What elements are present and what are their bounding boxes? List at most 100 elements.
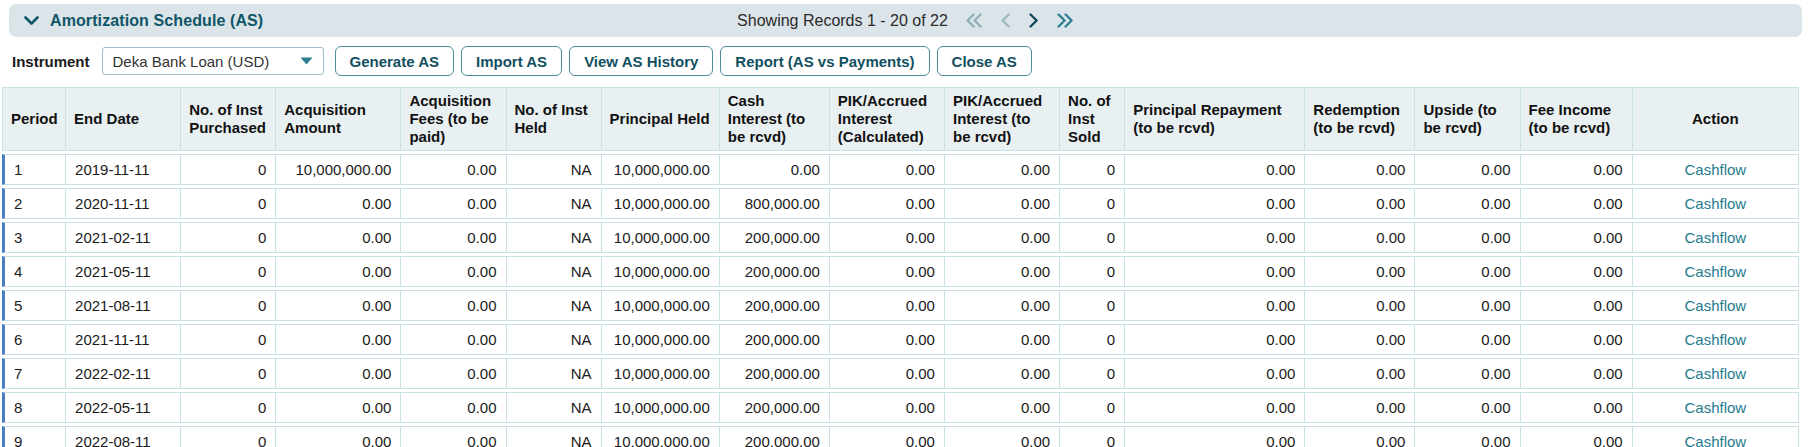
table-row: 62021-11-1100.000.00NA10,000,000.00200,0… bbox=[2, 324, 1799, 355]
cell-acquisition-fees: 0.00 bbox=[401, 426, 506, 447]
cell-cash-interest: 800,000.00 bbox=[720, 188, 830, 219]
cell-acquisition-amount: 0.00 bbox=[276, 358, 401, 389]
instrument-selected-value: Deka Bank Loan (USD) bbox=[113, 53, 270, 70]
cell-no-of-inst-purchased: 0 bbox=[181, 324, 276, 355]
cell-upside: 0.00 bbox=[1415, 324, 1520, 355]
cell-pik-accrued-interest-calculated: 0.00 bbox=[830, 426, 945, 447]
previous-page-icon[interactable] bbox=[1001, 13, 1011, 28]
first-page-icon[interactable] bbox=[966, 13, 983, 28]
cell-no-of-inst-purchased: 0 bbox=[181, 256, 276, 287]
cell-principal-repayment: 0.00 bbox=[1125, 358, 1305, 389]
cell-no-of-inst-sold: 0 bbox=[1060, 324, 1125, 355]
cashflow-link[interactable]: Cashflow bbox=[1684, 331, 1746, 348]
cell-no-of-inst-held: NA bbox=[507, 358, 602, 389]
cell-principal-held: 10,000,000.00 bbox=[602, 290, 720, 321]
cell-acquisition-amount: 10,000,000.00 bbox=[276, 154, 401, 185]
view-as-history-button[interactable]: View AS History bbox=[569, 46, 713, 76]
cell-no-of-inst-sold: 0 bbox=[1060, 154, 1125, 185]
cell-cash-interest: 200,000.00 bbox=[720, 324, 830, 355]
column-header-cash-interest: Cash Interest (to be rcvd) bbox=[720, 87, 830, 151]
cell-no-of-inst-held: NA bbox=[507, 222, 602, 253]
cashflow-link[interactable]: Cashflow bbox=[1684, 433, 1746, 447]
cell-end-date: 2022-05-11 bbox=[66, 392, 181, 423]
cell-no-of-inst-held: NA bbox=[507, 188, 602, 219]
amortization-panel: Amortization Schedule (AS) Showing Recor… bbox=[0, 4, 1811, 447]
cell-no-of-inst-held: NA bbox=[507, 290, 602, 321]
cell-fee-income: 0.00 bbox=[1521, 256, 1633, 287]
cell-pik-accrued-interest-rcvd: 0.00 bbox=[945, 188, 1060, 219]
column-header-no-of-inst-sold: No. of Inst Sold bbox=[1060, 87, 1125, 151]
cell-upside: 0.00 bbox=[1415, 358, 1520, 389]
last-page-icon[interactable] bbox=[1057, 13, 1074, 28]
column-header-fee-income: Fee Income (to be rcvd) bbox=[1521, 87, 1633, 151]
cell-action: Cashflow bbox=[1633, 256, 1799, 287]
chevron-down-icon[interactable] bbox=[24, 16, 39, 26]
cell-acquisition-fees: 0.00 bbox=[401, 392, 506, 423]
cell-principal-repayment: 0.00 bbox=[1125, 426, 1305, 447]
close-as-button[interactable]: Close AS bbox=[937, 46, 1032, 76]
cell-principal-held: 10,000,000.00 bbox=[602, 256, 720, 287]
cell-no-of-inst-sold: 0 bbox=[1060, 222, 1125, 253]
cell-period: 2 bbox=[2, 188, 66, 219]
generate-as-button[interactable]: Generate AS bbox=[335, 46, 454, 76]
cell-cash-interest: 200,000.00 bbox=[720, 426, 830, 447]
cell-principal-repayment: 0.00 bbox=[1125, 154, 1305, 185]
cell-fee-income: 0.00 bbox=[1521, 154, 1633, 185]
cell-principal-repayment: 0.00 bbox=[1125, 324, 1305, 355]
cell-period: 7 bbox=[2, 358, 66, 389]
cell-principal-held: 10,000,000.00 bbox=[602, 392, 720, 423]
cashflow-link[interactable]: Cashflow bbox=[1684, 161, 1746, 178]
cell-redemption: 0.00 bbox=[1305, 290, 1415, 321]
instrument-label: Instrument bbox=[12, 53, 90, 70]
cell-redemption: 0.00 bbox=[1305, 222, 1415, 253]
cell-pik-accrued-interest-calculated: 0.00 bbox=[830, 222, 945, 253]
cell-acquisition-amount: 0.00 bbox=[276, 392, 401, 423]
cell-principal-held: 10,000,000.00 bbox=[602, 188, 720, 219]
cell-pik-accrued-interest-rcvd: 0.00 bbox=[945, 358, 1060, 389]
cell-no-of-inst-purchased: 0 bbox=[181, 290, 276, 321]
cell-no-of-inst-sold: 0 bbox=[1060, 358, 1125, 389]
report-as-vs-payments-button[interactable]: Report (AS vs Payments) bbox=[720, 46, 929, 76]
cell-pik-accrued-interest-calculated: 0.00 bbox=[830, 290, 945, 321]
cell-end-date: 2021-08-11 bbox=[66, 290, 181, 321]
cashflow-link[interactable]: Cashflow bbox=[1684, 365, 1746, 382]
cell-no-of-inst-held: NA bbox=[507, 256, 602, 287]
cell-fee-income: 0.00 bbox=[1521, 324, 1633, 355]
cell-pik-accrued-interest-calculated: 0.00 bbox=[830, 188, 945, 219]
instrument-select[interactable]: Deka Bank Loan (USD) bbox=[102, 47, 324, 75]
cashflow-link[interactable]: Cashflow bbox=[1684, 399, 1746, 416]
import-as-button[interactable]: Import AS bbox=[461, 46, 562, 76]
cell-principal-repayment: 0.00 bbox=[1125, 256, 1305, 287]
cell-end-date: 2019-11-11 bbox=[66, 154, 181, 185]
cell-acquisition-fees: 0.00 bbox=[401, 290, 506, 321]
cell-period: 6 bbox=[2, 324, 66, 355]
cell-action: Cashflow bbox=[1633, 358, 1799, 389]
cashflow-link[interactable]: Cashflow bbox=[1684, 195, 1746, 212]
column-header-principal-held: Principal Held bbox=[602, 87, 720, 151]
cell-acquisition-amount: 0.00 bbox=[276, 256, 401, 287]
cashflow-link[interactable]: Cashflow bbox=[1684, 263, 1746, 280]
table-row: 12019-11-11010,000,000.000.00NA10,000,00… bbox=[2, 154, 1799, 185]
cell-pik-accrued-interest-calculated: 0.00 bbox=[830, 154, 945, 185]
cell-principal-repayment: 0.00 bbox=[1125, 222, 1305, 253]
cell-end-date: 2021-02-11 bbox=[66, 222, 181, 253]
cashflow-link[interactable]: Cashflow bbox=[1684, 229, 1746, 246]
cell-action: Cashflow bbox=[1633, 222, 1799, 253]
cell-period: 5 bbox=[2, 290, 66, 321]
next-page-icon[interactable] bbox=[1029, 13, 1039, 28]
cell-acquisition-fees: 0.00 bbox=[401, 188, 506, 219]
table-row: 32021-02-1100.000.00NA10,000,000.00200,0… bbox=[2, 222, 1799, 253]
cell-pik-accrued-interest-rcvd: 0.00 bbox=[945, 290, 1060, 321]
cell-no-of-inst-sold: 0 bbox=[1060, 188, 1125, 219]
cell-acquisition-amount: 0.00 bbox=[276, 222, 401, 253]
cell-end-date: 2022-02-11 bbox=[66, 358, 181, 389]
cell-end-date: 2020-11-11 bbox=[66, 188, 181, 219]
column-header-no-of-inst-held: No. of Inst Held bbox=[507, 87, 602, 151]
column-header-upside: Upside (to be rcvd) bbox=[1415, 87, 1520, 151]
cell-upside: 0.00 bbox=[1415, 426, 1520, 447]
cell-acquisition-fees: 0.00 bbox=[401, 324, 506, 355]
cell-redemption: 0.00 bbox=[1305, 392, 1415, 423]
cell-redemption: 0.00 bbox=[1305, 154, 1415, 185]
cashflow-link[interactable]: Cashflow bbox=[1684, 297, 1746, 314]
cell-upside: 0.00 bbox=[1415, 154, 1520, 185]
